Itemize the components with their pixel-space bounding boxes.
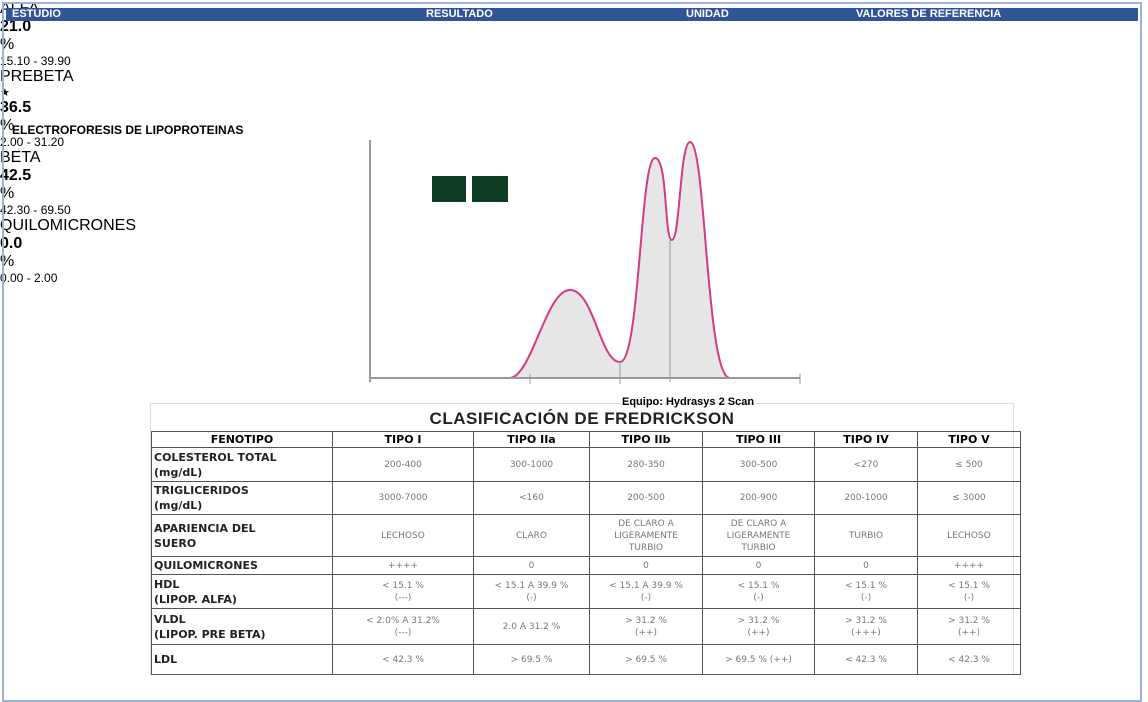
column-header: TIPO IIb [590,432,703,448]
cell: 200-500 [590,482,703,515]
band [432,176,466,202]
cell: 0 [590,557,703,575]
cell: LECHOSO [333,515,474,557]
cell: ≤ 3000 [918,482,1021,515]
cell: <160 [474,482,590,515]
cell: 2.0 A 31.2 % [474,609,590,645]
cell: > 31.2 % (++) [703,609,815,645]
cell: > 69.5 % [590,645,703,675]
cell: 200-1000 [815,482,918,515]
column-header: TIPO V [918,432,1021,448]
cell: LECHOSO [918,515,1021,557]
cell: DE CLARO A LIGERAMENTE TURBIO [703,515,815,557]
column-header: TIPO IIa [474,432,590,448]
row-label: HDL (LIPOP. ALFA) [152,575,333,609]
table-row: HDL (LIPOP. ALFA)< 15.1 % (---)< 15.1 A … [152,575,1021,609]
cell: ++++ [918,557,1021,575]
cell: < 15.1 % (-) [918,575,1021,609]
cell: < 42.3 % [815,645,918,675]
column-header: FENOTIPO [152,432,333,448]
cell: 3000-7000 [333,482,474,515]
cell: 200-900 [703,482,815,515]
cell: < 15.1 % (---) [333,575,474,609]
row-label: COLESTEROL TOTAL (mg/dL) [152,448,333,482]
table-row: VLDL (LIPOP. PRE BETA)< 2.0% A 31.2% (--… [152,609,1021,645]
cell: 0 [703,557,815,575]
cell: > 31.2 % (++) [590,609,703,645]
page: ESTUDIORESULTADOUNIDADVALORES DE REFEREN… [0,0,1148,662]
fredrickson-title: CLASIFICACIÓN DE FREDRICKSON [151,409,1013,429]
cell: CLARO [474,515,590,557]
cell: 200-400 [333,448,474,482]
equipment: Equipo: Hydrasys 2 Scan [622,396,754,408]
cell: < 15.1 A 39.9 % (-) [590,575,703,609]
row-label: APARIENCIA DEL SUERO [152,515,333,557]
row-label: TRIGLICERIDOS (mg/dL) [152,482,333,515]
cell: 0 [474,557,590,575]
cell: < 2.0% A 31.2% (---) [333,609,474,645]
cell: TURBIO [815,515,918,557]
cell: < 42.3 % [333,645,474,675]
column-header: TIPO I [333,432,474,448]
cell: > 31.2 % (+++) [815,609,918,645]
table-row: LDL< 42.3 %> 69.5 %> 69.5 %> 69.5 % (++)… [152,645,1021,675]
column-header: TIPO III [703,432,815,448]
cell: < 15.1 A 39.9 % (-) [474,575,590,609]
cell: DE CLARO A LIGERAMENTE TURBIO [590,515,703,557]
cell: < 15.1 % (-) [703,575,815,609]
cell: 300-1000 [474,448,590,482]
row-label: VLDL (LIPOP. PRE BETA) [152,609,333,645]
cell: ≤ 500 [918,448,1021,482]
cell: 300-500 [703,448,815,482]
cell: > 69.5 % [474,645,590,675]
cell: <270 [815,448,918,482]
cell: > 31.2 % (++) [918,609,1021,645]
cell: > 69.5 % (++) [703,645,815,675]
cell: < 42.3 % [918,645,1021,675]
cell: 0 [815,557,918,575]
cell: < 15.1 % (-) [815,575,918,609]
cell: 280-350 [590,448,703,482]
column-header: TIPO IV [815,432,918,448]
row-label: LDL [152,645,333,675]
cell: ++++ [333,557,474,575]
band [472,176,508,202]
row-label: QUILOMICRONES [152,557,333,575]
